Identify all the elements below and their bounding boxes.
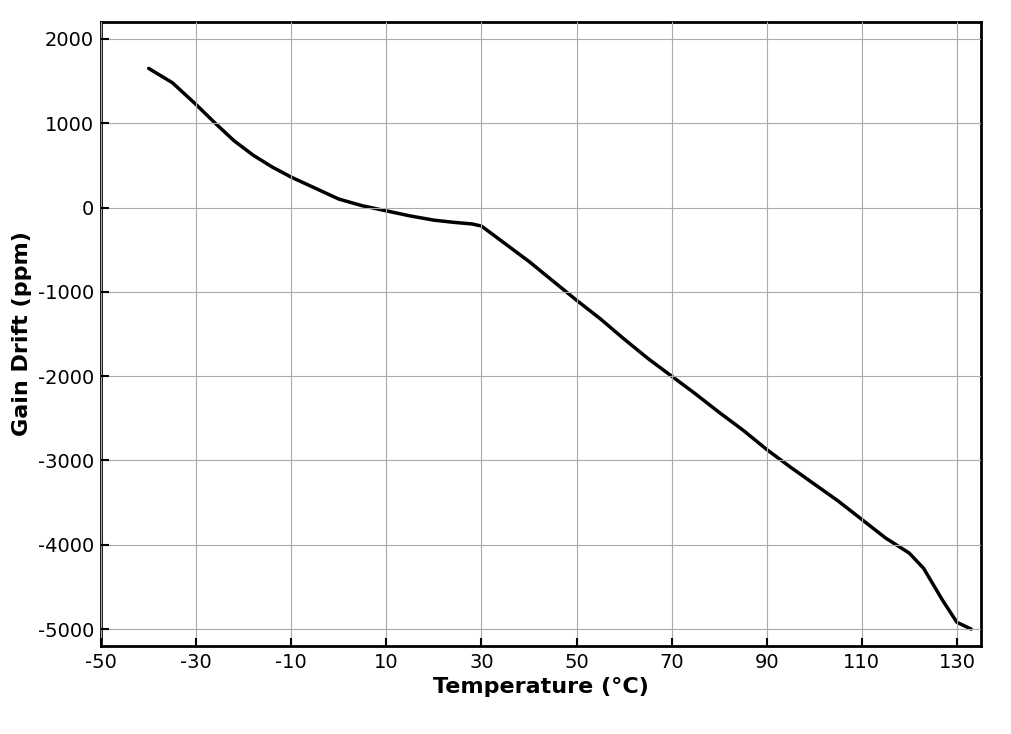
Y-axis label: Gain Drift (ppm): Gain Drift (ppm) (12, 231, 32, 437)
X-axis label: Temperature (°C): Temperature (°C) (433, 677, 649, 697)
